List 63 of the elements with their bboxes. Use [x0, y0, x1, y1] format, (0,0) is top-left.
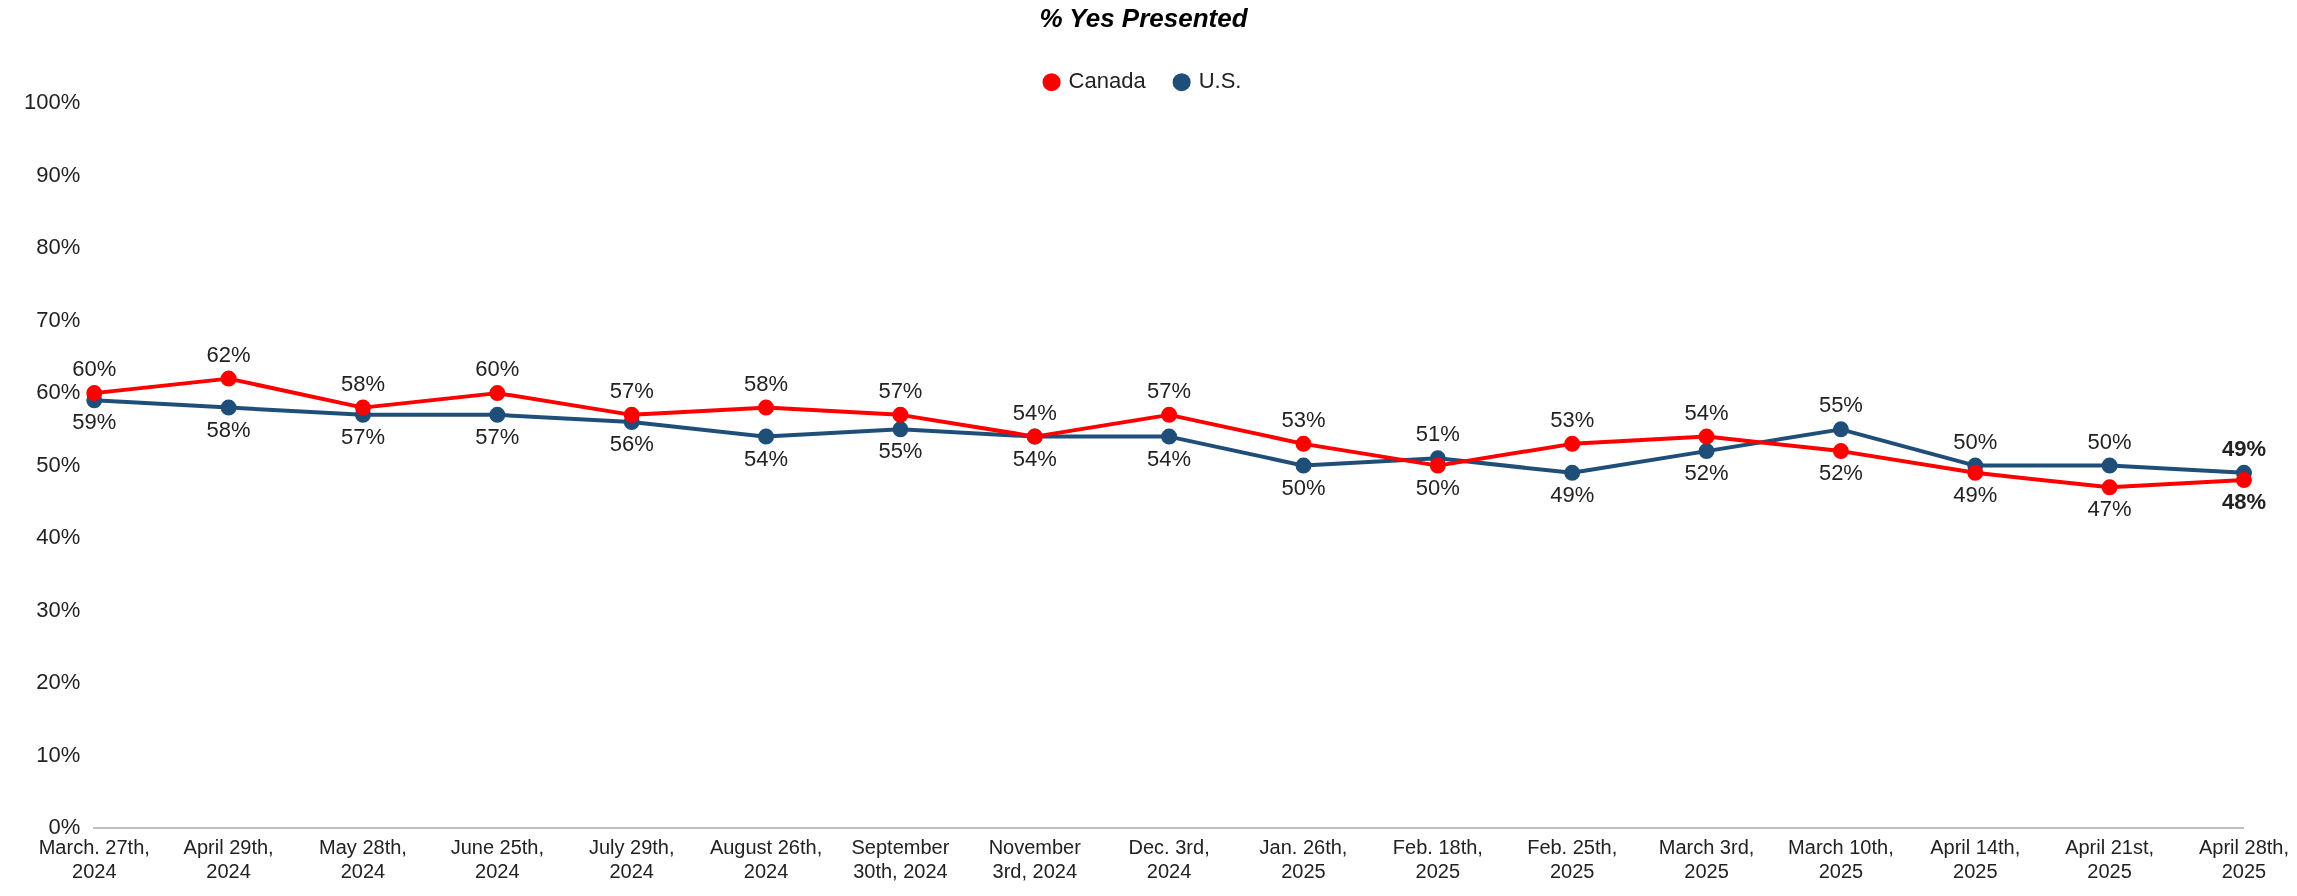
x-tick-label: November 3rd, 2024 [988, 835, 1082, 882]
data-label: 57% [475, 423, 520, 449]
data-label: 56% [609, 431, 654, 457]
x-tick-label: August 26th, 2024 [709, 835, 823, 882]
data-label: 55% [878, 438, 923, 464]
data-label: 53% [1281, 406, 1326, 432]
y-tick-label: 100% [23, 89, 81, 115]
y-tick-label: 80% [36, 234, 81, 260]
x-tick-label: April 29th, 2024 [183, 835, 274, 882]
data-label: 58% [206, 416, 251, 442]
x-tick-label: Feb. 18th, 2025 [1392, 835, 1483, 882]
data-label: 49% [1550, 481, 1595, 507]
data-label: 47% [2087, 496, 2132, 522]
x-tick-label: Jan. 26th, 2025 [1259, 835, 1348, 882]
x-tick-label: April 14th, 2025 [1930, 835, 2021, 882]
data-label: 49% [2221, 435, 2266, 461]
data-label: 57% [878, 377, 923, 403]
data-label: 49% [1953, 481, 1998, 507]
y-tick-label: 50% [36, 451, 81, 477]
data-label: 58% [744, 370, 789, 396]
data-label: 55% [1818, 392, 1863, 418]
data-label: 54% [1012, 445, 1057, 471]
data-label: 52% [1684, 460, 1729, 486]
data-label: 58% [340, 370, 385, 396]
x-tick-label: September 30th, 2024 [851, 835, 950, 882]
data-label: 54% [744, 445, 789, 471]
data-label: 53% [1550, 406, 1595, 432]
data-label: 51% [1415, 421, 1460, 447]
y-tick-label: 40% [36, 524, 81, 550]
data-label: 54% [1012, 399, 1057, 425]
data-label: 57% [609, 377, 654, 403]
y-tick-label: 70% [36, 306, 81, 332]
x-tick-label: April 28th, 2025 [2198, 835, 2290, 882]
data-label: 50% [1415, 474, 1460, 500]
data-label: 62% [206, 341, 251, 367]
data-label: 59% [72, 409, 117, 435]
data-label: 60% [475, 356, 520, 382]
data-label: 57% [1147, 377, 1192, 403]
data-label: 54% [1147, 445, 1192, 471]
data-label: 60% [72, 356, 117, 382]
y-tick-label: 30% [36, 596, 81, 622]
x-tick-label: Feb. 25th, 2025 [1527, 835, 1618, 882]
x-tick-label: July 29th, 2024 [588, 835, 675, 882]
data-label: 50% [1953, 428, 1998, 454]
x-tick-label: March 10th, 2025 [1788, 835, 1894, 882]
x-tick-label: March 3rd, 2025 [1658, 835, 1755, 882]
data-label: 50% [1281, 474, 1326, 500]
data-label: 48% [2221, 489, 2266, 515]
legend-label: U.S. [1198, 68, 1242, 94]
x-tick-label: April 21st, 2025 [2065, 835, 2155, 882]
data-label: 52% [1818, 460, 1863, 486]
data-label: 54% [1684, 399, 1729, 425]
y-tick-label: 60% [36, 379, 81, 405]
y-tick-label: 10% [36, 741, 81, 767]
y-tick-label: 90% [36, 161, 81, 187]
x-tick-label: May 28th, 2024 [319, 835, 407, 882]
data-label: 50% [2087, 428, 2132, 454]
x-tick-label: Dec. 3rd, 2024 [1128, 835, 1210, 882]
x-tick-label: June 25th, 2024 [450, 835, 545, 882]
chart-title: % Yes Presented [1039, 2, 1249, 33]
y-tick-label: 20% [36, 669, 81, 695]
legend-label: Canada [1068, 68, 1147, 94]
data-label: 57% [340, 423, 385, 449]
